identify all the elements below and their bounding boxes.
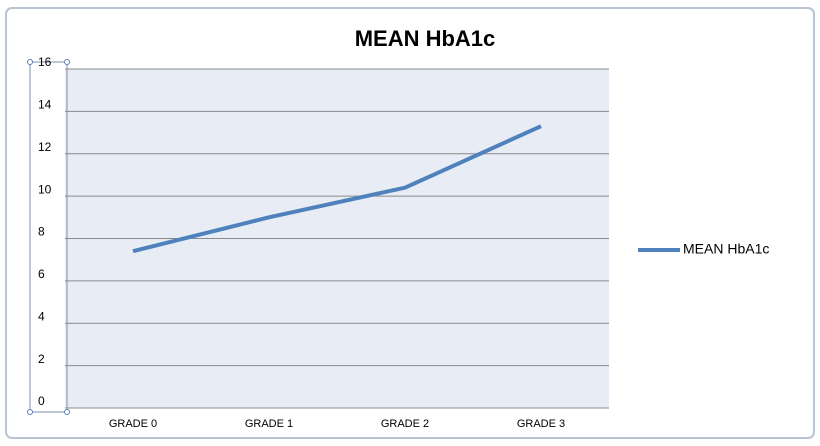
y-tick-label: 2 (38, 352, 45, 366)
y-tick-label: 16 (38, 55, 52, 69)
y-tick-label: 8 (38, 225, 45, 239)
x-tick-label: GRADE 1 (245, 418, 293, 430)
y-tick-label: 10 (38, 182, 52, 196)
y-tick-label: 4 (38, 309, 45, 323)
axis-selection (27, 59, 70, 415)
chart-title: MEAN HbA1c (355, 26, 496, 51)
line-series (132, 124, 542, 254)
y-tick-label: 0 (38, 394, 45, 408)
y-tick-label: 6 (38, 267, 45, 281)
y-tick-label: 14 (38, 98, 52, 112)
x-tick-label: GRADE 2 (381, 418, 429, 430)
legend-label: MEAN HbA1c (683, 241, 769, 257)
y-tick-label: 12 (38, 140, 52, 154)
x-tick-label: GRADE 3 (517, 418, 565, 430)
x-tick-label: GRADE 0 (109, 418, 157, 430)
